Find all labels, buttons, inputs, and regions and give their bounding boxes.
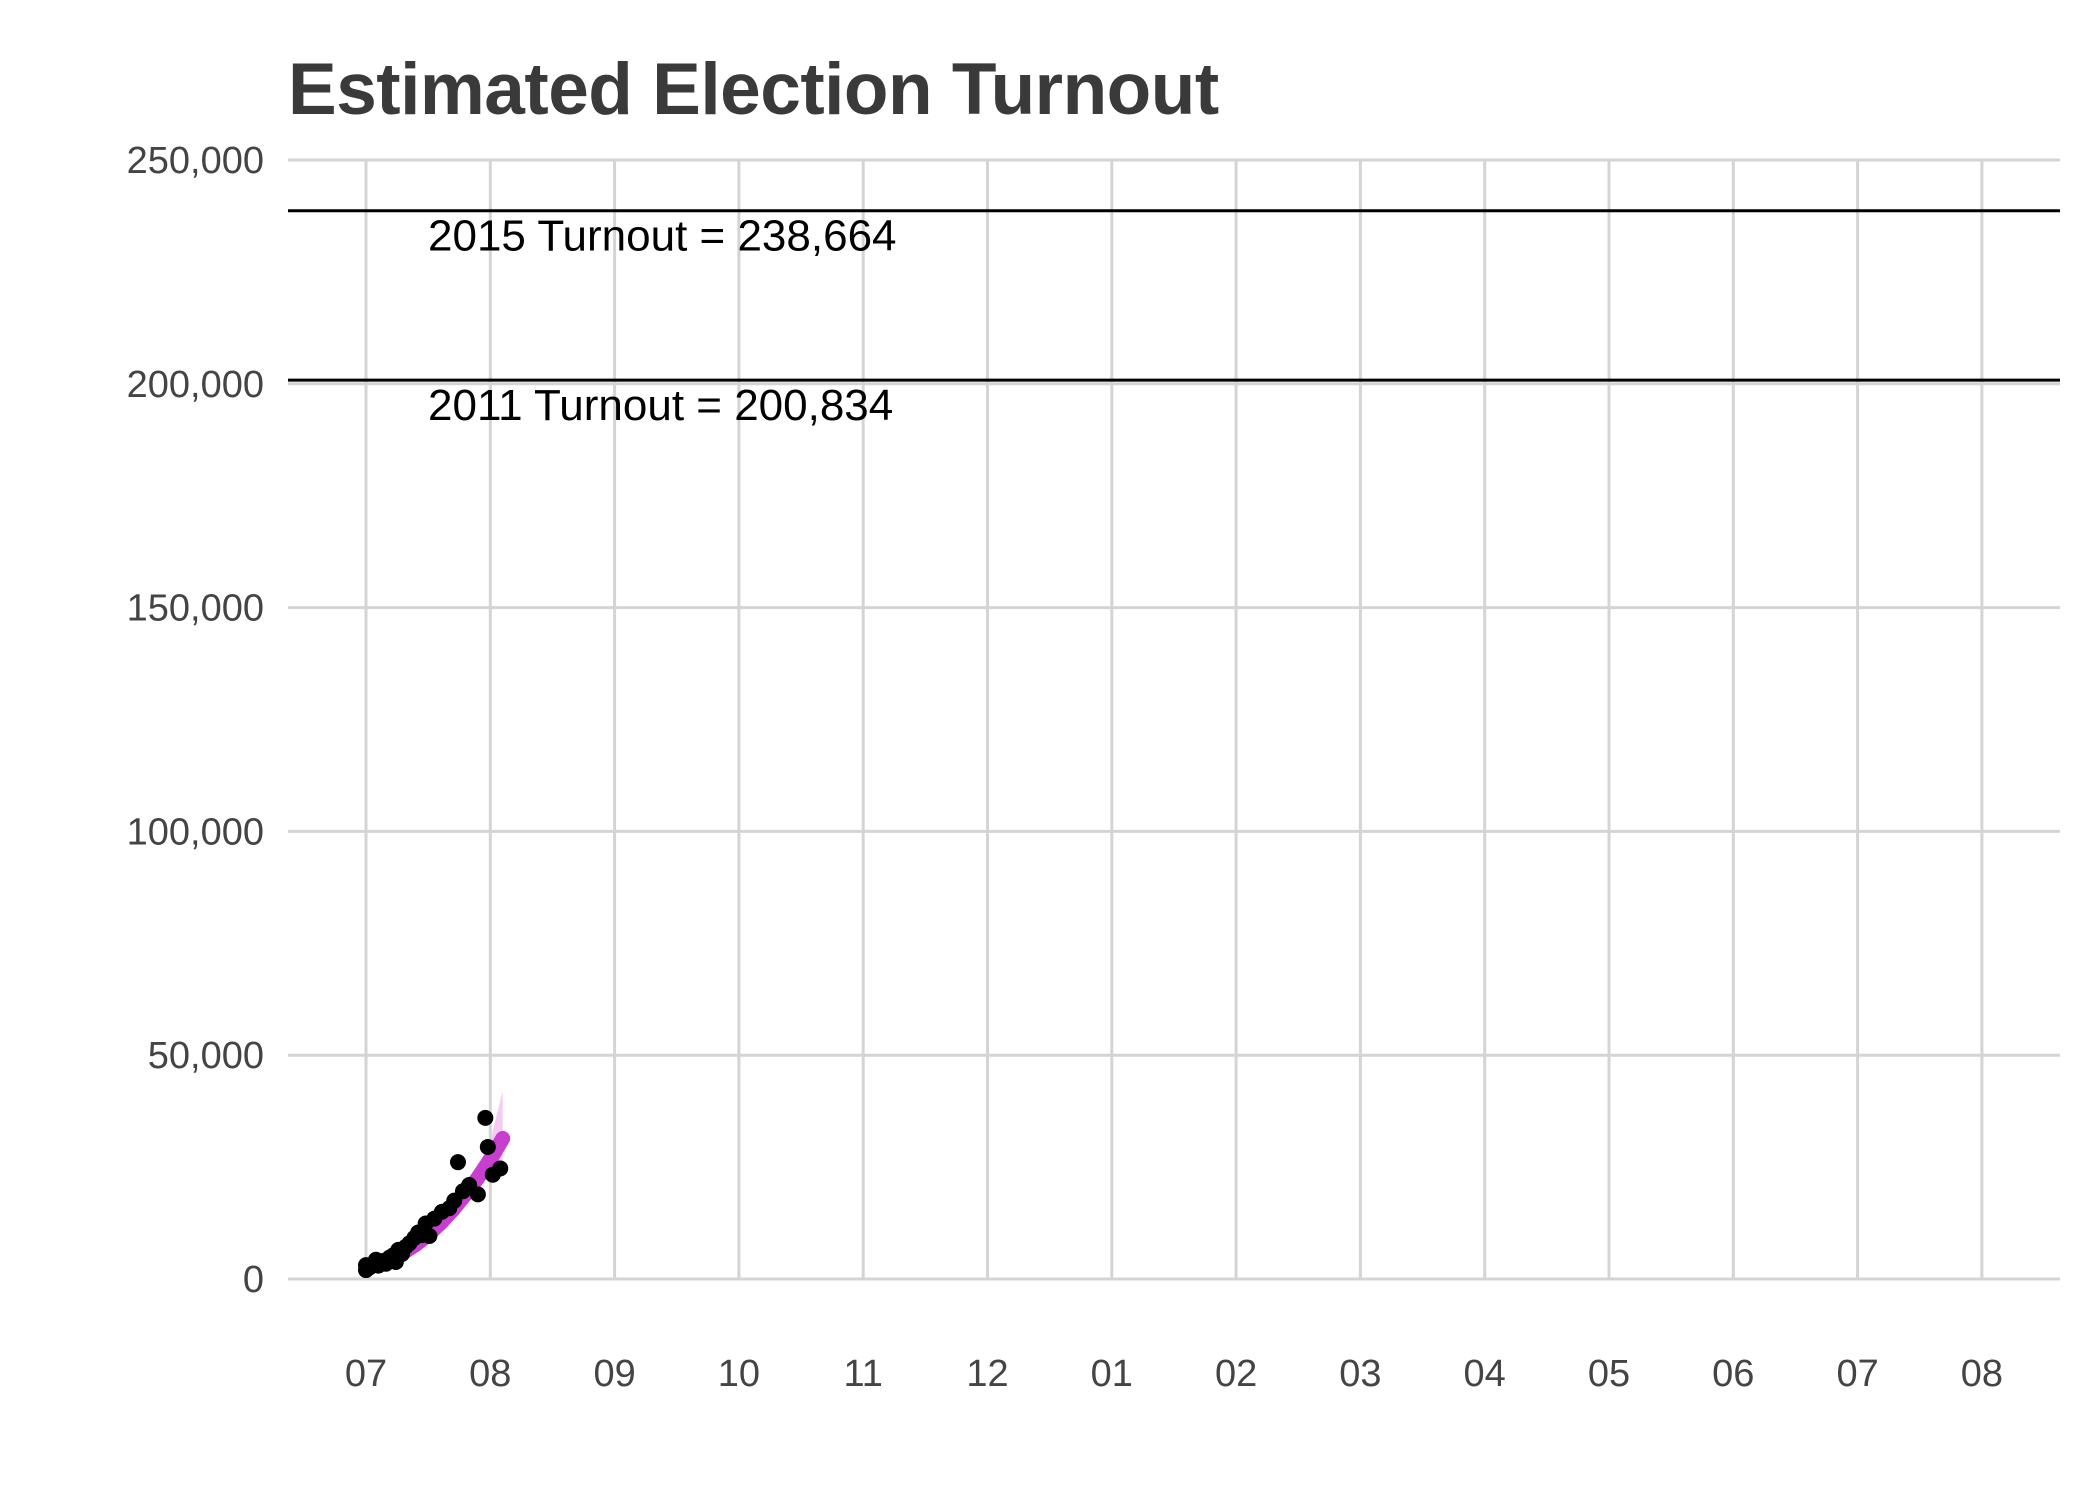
y-tick-label: 150,000 — [127, 588, 264, 630]
reference-line-label: 2015 Turnout = 238,664 — [428, 212, 897, 261]
data-point — [477, 1109, 494, 1126]
y-tick-label: 0 — [243, 1259, 264, 1301]
data-point — [492, 1160, 509, 1177]
data-point — [421, 1228, 438, 1245]
data-points — [358, 1109, 509, 1279]
y-tick-label: 100,000 — [127, 811, 264, 853]
x-tick-label: 08 — [469, 1353, 511, 1395]
y-gridlines — [288, 158, 2060, 1281]
y-tick-label: 200,000 — [127, 364, 264, 406]
data-point — [469, 1186, 486, 1203]
x-tick-label: 07 — [1836, 1353, 1878, 1395]
x-tick-label: 10 — [718, 1353, 760, 1395]
x-tick-label: 11 — [843, 1353, 882, 1395]
y-tick-label: 250,000 — [127, 140, 264, 182]
x-tick-label: 05 — [1588, 1353, 1630, 1395]
x-axis-tick-labels: 07 08 09 10 11 12 01 02 03 04 05 06 07 08 — [345, 1353, 2003, 1395]
x-tick-label: 06 — [1712, 1353, 1754, 1395]
y-tick-label: 50,000 — [148, 1035, 264, 1077]
x-tick-label: 07 — [345, 1353, 387, 1395]
x-tick-label: 09 — [593, 1353, 635, 1395]
x-tick-label: 04 — [1464, 1353, 1506, 1395]
x-tick-label: 08 — [1961, 1353, 2003, 1395]
reference-lines: 2015 Turnout = 238,664 2011 Turnout = 200… — [288, 209, 2060, 430]
x-gridlines — [364, 160, 1984, 1279]
x-tick-label: 01 — [1091, 1353, 1133, 1395]
chart-title: Estimated Election Turnout — [288, 49, 1219, 130]
x-tick-label: 12 — [966, 1353, 1008, 1395]
reference-line-label: 2011 Turnout = 200,834 — [428, 381, 893, 430]
y-axis-tick-labels: 0 50,000 100,000 150,000 200,000 250,000 — [127, 140, 264, 1301]
x-tick-label: 02 — [1215, 1353, 1257, 1395]
data-point — [449, 1154, 466, 1171]
x-tick-label: 03 — [1339, 1353, 1381, 1395]
data-point — [479, 1138, 496, 1155]
